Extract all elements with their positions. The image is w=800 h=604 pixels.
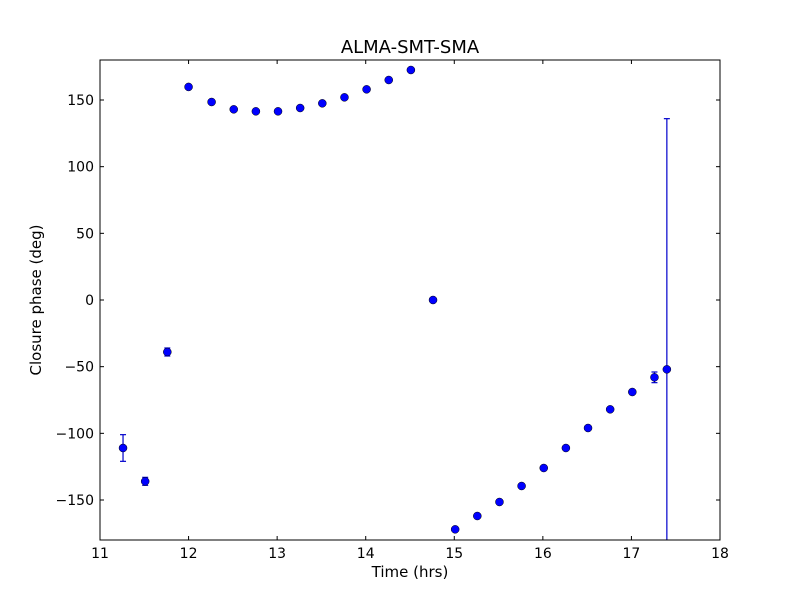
x-axis-label: Time (hrs) <box>371 563 449 581</box>
data-point <box>650 373 659 382</box>
data-point <box>495 497 504 507</box>
data-point <box>118 443 128 453</box>
x-tick-label: 11 <box>91 546 109 562</box>
data-point <box>207 97 216 107</box>
y-axis-label: Closure phase (deg) <box>27 225 45 376</box>
y-tick-label: −50 <box>64 360 94 376</box>
data-point <box>340 93 349 102</box>
data-point <box>140 477 150 486</box>
y-tick-label: −150 <box>56 493 94 509</box>
x-tick-label: 14 <box>357 546 375 562</box>
data-point <box>273 107 283 116</box>
data-point <box>561 443 571 453</box>
data-point <box>318 99 327 108</box>
x-tick-label: 13 <box>268 546 286 562</box>
y-tick-label: 0 <box>85 293 94 309</box>
x-tick-label: 12 <box>180 546 198 562</box>
data-point <box>229 105 238 114</box>
data-point <box>517 481 526 491</box>
data-point <box>251 107 261 116</box>
y-tick-label: 50 <box>76 226 94 242</box>
data-point <box>163 347 172 357</box>
data-point <box>450 525 460 534</box>
data-point <box>406 65 416 75</box>
data-point <box>184 82 193 92</box>
data-point <box>605 405 615 414</box>
data-point <box>362 85 371 94</box>
data-point <box>662 365 672 374</box>
x-tick-label: 18 <box>711 546 729 562</box>
x-tick-label: 16 <box>534 546 552 562</box>
data-point <box>539 463 548 473</box>
plot-frame <box>99 59 721 541</box>
data-point <box>473 511 482 521</box>
data-point <box>583 423 593 433</box>
data-point <box>384 75 393 85</box>
y-tick-label: 100 <box>67 160 94 176</box>
x-tick-label: 17 <box>623 546 641 562</box>
data-point <box>628 387 637 397</box>
data-point <box>428 295 438 305</box>
y-tick-label: −100 <box>56 426 94 442</box>
x-tick-label: 15 <box>445 546 463 562</box>
chart-title: ALMA-SMT-SMA <box>341 37 480 58</box>
y-tick-label: 150 <box>67 93 94 109</box>
data-point <box>295 103 305 113</box>
